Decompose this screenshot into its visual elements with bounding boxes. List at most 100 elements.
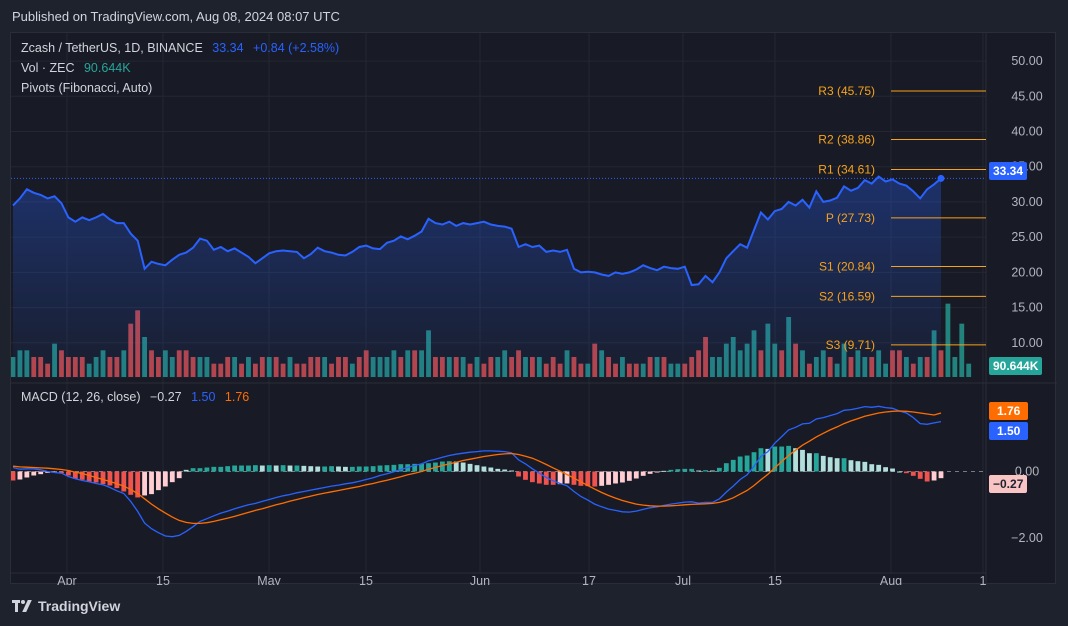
price-area xyxy=(13,176,941,378)
macd-tag: 1.50 xyxy=(989,422,1029,440)
time-axis-tick: 15 xyxy=(359,574,373,585)
chart-frame[interactable]: R3 (45.75) R2 (38.86) R1 (34.61) P (27.73) S… xyxy=(10,32,1057,585)
macd-histogram-bar xyxy=(613,471,618,484)
macd-histogram-bar xyxy=(232,465,238,472)
volume-legend[interactable]: Vol · ZEC 90.644K xyxy=(21,61,137,75)
time-axis-tick: 17 xyxy=(582,574,596,585)
macd-histogram-bar xyxy=(59,471,64,474)
time-axis-tick: 1 xyxy=(980,574,987,585)
macd-histogram-bar xyxy=(779,446,785,472)
pivots-label: Pivots (Fibonacci, Auto) xyxy=(21,81,153,95)
macd-histogram-bar xyxy=(370,466,376,472)
macd-histogram-bar xyxy=(79,471,85,480)
macd-histogram-bar xyxy=(716,467,722,472)
macd-histogram-bar xyxy=(855,461,861,472)
macd-histogram-bar xyxy=(820,455,826,472)
macd-histogram-bar xyxy=(45,471,51,473)
macd-histogram-bar xyxy=(924,471,930,482)
pivot-label: R2 (38.86) xyxy=(818,133,875,147)
tradingview-brand[interactable]: TradingView xyxy=(12,598,120,614)
macd-histogram-bar xyxy=(869,464,875,472)
macd-histogram-bar xyxy=(516,471,521,477)
macd-histogram-bar xyxy=(751,452,757,472)
price-value: 33.34 xyxy=(212,41,244,55)
price-axis-tick: 45.00 xyxy=(1011,89,1042,103)
macd-histogram-bar xyxy=(890,468,895,472)
macd-histogram-bar xyxy=(308,466,314,472)
macd-histogram-bar xyxy=(121,471,127,492)
macd-histogram-bar xyxy=(626,471,632,481)
price-axis-tick: 30.00 xyxy=(1011,195,1042,209)
macd-histogram-bar xyxy=(169,471,175,483)
chart-canvas[interactable]: R3 (45.75) R2 (38.86) R1 (34.61) P (27.73) S… xyxy=(11,33,1057,585)
macd-histogram-bar xyxy=(100,471,106,485)
macd-histogram-bar xyxy=(509,470,515,472)
volume-label: Vol · ZEC xyxy=(21,61,75,75)
macd-histogram-bar xyxy=(737,456,743,472)
hist-tag: −0.27 xyxy=(989,475,1028,493)
macd-histogram-bar xyxy=(11,471,16,481)
macd-histogram-bar xyxy=(800,449,805,472)
macd-histogram-bar xyxy=(446,461,452,472)
macd-histogram-bar xyxy=(585,471,591,487)
macd-histogram-bar xyxy=(633,471,639,479)
macd-histogram-bar xyxy=(696,470,702,472)
macd-histogram-bar xyxy=(384,465,390,472)
price-axis-tick: 10.00 xyxy=(1011,336,1042,350)
macd-histogram-bar xyxy=(218,466,224,472)
time-axis-tick: Jun xyxy=(470,574,490,585)
macd-histogram-bar xyxy=(412,463,418,472)
symbol-legend[interactable]: Zcash / TetherUS, 1D, BINANCE 33.34 +0.8… xyxy=(21,41,345,55)
macd-histogram-bar xyxy=(931,471,937,481)
macd-histogram-bar xyxy=(17,471,23,480)
macd-histogram-bar xyxy=(744,455,750,472)
macd-histogram-bar xyxy=(31,471,37,476)
macd-legend[interactable]: MACD (12, 26, close) −0.27 1.50 1.76 xyxy=(21,390,255,404)
macd-histogram-bar xyxy=(710,470,715,472)
macd-histogram-bar xyxy=(689,468,695,472)
macd-label: MACD (12, 26, close) xyxy=(21,390,141,404)
macd-histogram-bar xyxy=(315,466,321,472)
macd-histogram-bar xyxy=(620,471,625,483)
macd-histogram-bar xyxy=(682,468,688,472)
macd-histogram-bar xyxy=(723,463,729,472)
macd-histogram-bar xyxy=(322,466,328,472)
pivot-label: R3 (45.75) xyxy=(818,84,875,98)
time-axis-tick: 15 xyxy=(156,574,170,585)
macd-histogram-bar xyxy=(640,471,646,476)
macd-histogram-bar xyxy=(647,471,653,474)
macd-histogram-bar xyxy=(176,471,182,479)
macd-histogram-bar xyxy=(654,471,660,473)
pivots-legend[interactable]: Pivots (Fibonacci, Auto) xyxy=(21,81,158,95)
price-axis-tick: 15.00 xyxy=(1011,301,1042,315)
macd-histogram-bar xyxy=(481,466,487,472)
macd-histogram-bar xyxy=(149,471,154,495)
signal-tag: 1.76 xyxy=(989,402,1029,420)
macd-histogram-bar xyxy=(65,471,71,476)
macd-histogram-bar xyxy=(883,467,889,472)
macd-histogram-bar xyxy=(426,463,431,472)
macd-histogram-bar xyxy=(793,448,798,472)
macd-histogram-bar xyxy=(190,468,196,472)
macd-histogram-bar xyxy=(834,458,840,472)
macd-histogram-bar xyxy=(467,463,473,472)
time-axis-tick: May xyxy=(257,574,281,585)
macd-histogram-bar xyxy=(294,465,300,472)
time-axis-tick: Jul xyxy=(675,574,691,585)
macd-histogram-bar xyxy=(557,471,563,485)
macd-histogram-bar xyxy=(349,466,355,472)
macd-histogram-bar xyxy=(162,471,168,487)
macd-histogram-bar xyxy=(841,458,847,472)
macd-hist-value: −0.27 xyxy=(149,390,182,404)
macd-histogram-bar xyxy=(862,461,868,472)
macd-histogram-bar xyxy=(377,465,383,472)
pivot-label: S2 (16.59) xyxy=(819,289,875,303)
macd-histogram-bar xyxy=(599,471,605,486)
macd-histogram-bar xyxy=(661,470,667,472)
macd-histogram-bar xyxy=(938,471,944,479)
volume-tag: 90.644K xyxy=(989,357,1043,375)
macd-histogram-bar xyxy=(419,463,425,472)
price-axis-tick: 25.00 xyxy=(1011,230,1042,244)
macd-histogram-bar xyxy=(329,466,334,472)
macd-histogram-bar xyxy=(772,446,778,472)
